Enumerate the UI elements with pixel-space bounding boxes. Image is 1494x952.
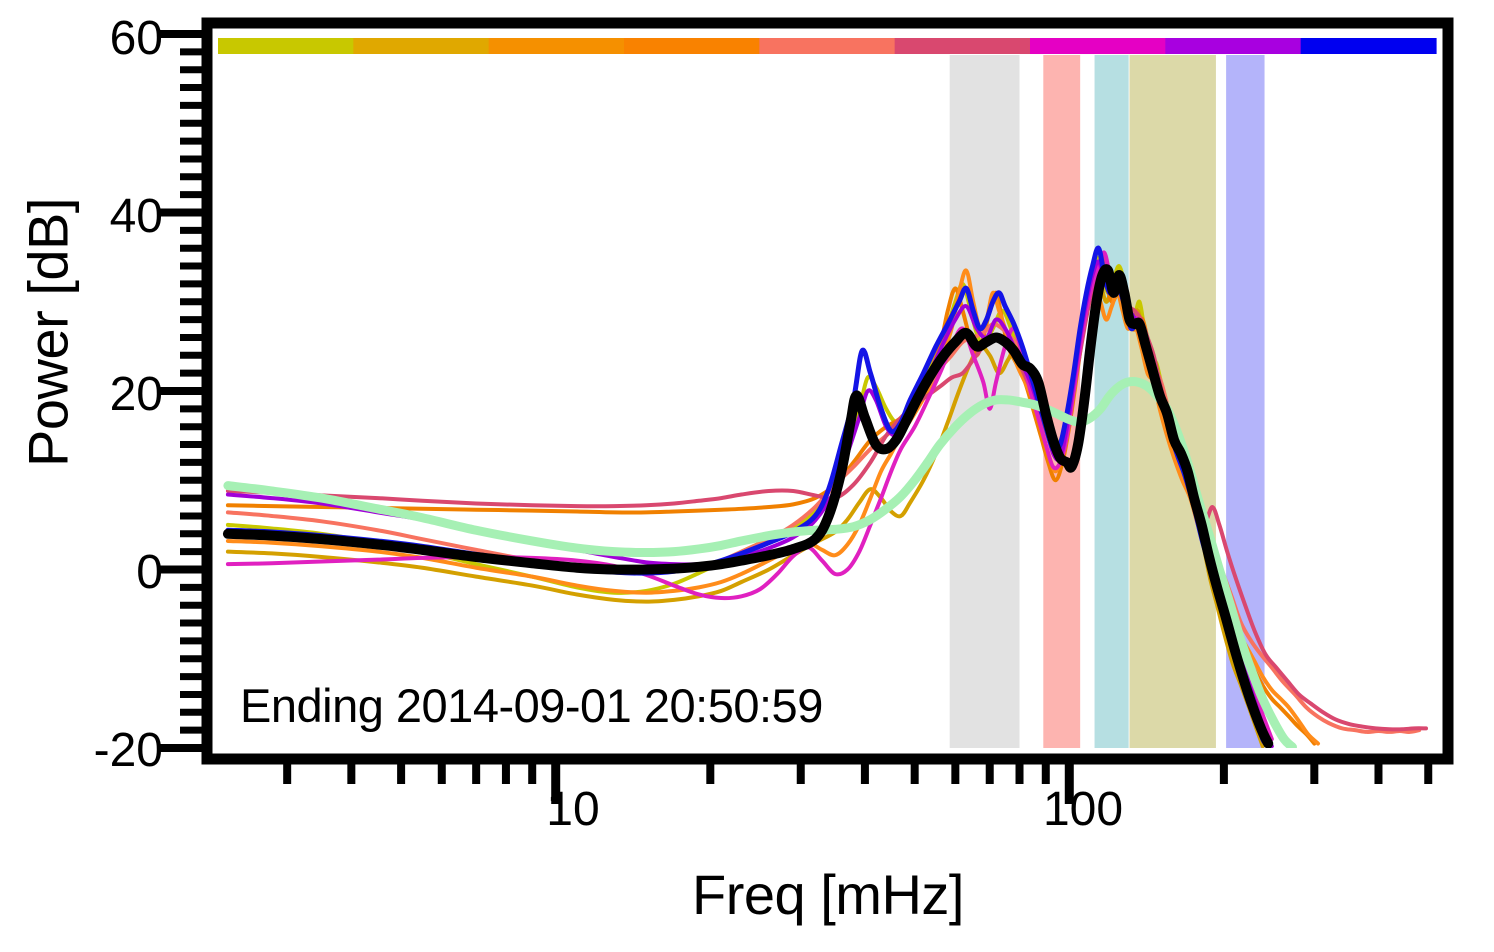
colorbar-segment-6 bbox=[894, 38, 1031, 54]
y-tick-label-60: 60 bbox=[109, 12, 163, 65]
colorbar-segment-3 bbox=[488, 38, 625, 54]
y-tick-label-20: 20 bbox=[109, 368, 163, 421]
x-axis-label: Freq [mHz] bbox=[692, 863, 964, 926]
colorbar-segment-7 bbox=[1030, 38, 1166, 54]
y-tick-label-minus20: -20 bbox=[93, 724, 163, 777]
x-tick-label-100: 100 bbox=[1042, 783, 1124, 836]
colorbar-segment-2 bbox=[353, 38, 490, 54]
top-color-bar bbox=[218, 38, 1437, 54]
colorbar-segment-9 bbox=[1300, 38, 1437, 54]
band-khaki bbox=[1129, 55, 1216, 748]
timestamp-annotation: Ending 2014-09-01 20:50:59 bbox=[240, 679, 823, 732]
spectrum-curves bbox=[222, 245, 1429, 748]
colorbar-segment-5 bbox=[759, 38, 896, 54]
plot-axes bbox=[158, 17, 1454, 804]
band-teal bbox=[1094, 55, 1129, 748]
colorbar-segment-1 bbox=[218, 38, 354, 54]
colorbar-segment-8 bbox=[1165, 38, 1302, 54]
spectrum-average bbox=[222, 264, 1274, 748]
colorbar-segment-4 bbox=[624, 38, 760, 54]
y-tick-label-40: 40 bbox=[109, 190, 163, 243]
